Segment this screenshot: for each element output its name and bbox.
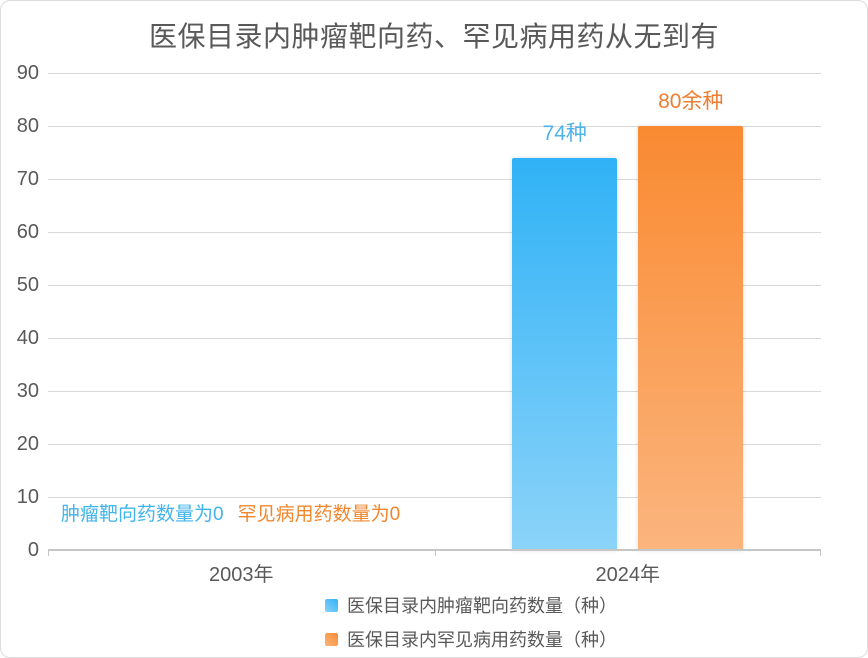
gridline-50: [48, 285, 821, 286]
x-axis-tick: [48, 550, 49, 556]
legend-item-2: 医保目录内罕见病用药数量（种）: [325, 626, 617, 652]
y-tick-label-90: 90: [16, 62, 39, 84]
chart-title: 医保目录内肿瘤靶向药、罕见病用药从无到有: [148, 21, 719, 52]
gridline-40: [48, 338, 821, 339]
gridline-30: [48, 391, 821, 392]
legend-swatch-icon: [325, 632, 338, 646]
y-tick-label-30: 30: [16, 380, 39, 402]
legend: 医保目录内肿瘤靶向药数量（种） 医保目录内罕见病用药数量（种）: [38, 592, 867, 652]
y-tick-label-80: 80: [16, 115, 39, 137]
plot-area: 0 10 20 30 40 50 60 70 80 90 74种 80余种 肿瘤靶向药数量为0 罕见病…: [17, 62, 821, 586]
y-tick-label-50: 50: [16, 274, 39, 296]
y-tick-label-0: 0: [27, 539, 39, 561]
bar-2024年-series2: [638, 126, 744, 550]
gridline-60: [48, 232, 821, 233]
legend-swatch-icon: [325, 598, 338, 612]
gridline-90: [48, 73, 821, 74]
gridline-80: [48, 126, 821, 127]
gridline-10: [48, 497, 821, 498]
y-tick-label-20: 20: [16, 433, 39, 455]
y-tick-label-60: 60: [16, 221, 39, 243]
x-tick-label-2003年: 2003年: [209, 564, 274, 586]
x-axis-tick: [434, 550, 436, 556]
gridline-20: [48, 444, 821, 445]
y-tick-label-10: 10: [16, 486, 39, 508]
zero-annotation-2: 罕见病用药数量为0: [237, 504, 401, 525]
zero-annotation-1: 肿瘤靶向药数量为0: [61, 504, 224, 525]
bar-value-label-series1: 74种: [542, 121, 587, 145]
legend-label: 医保目录内肿瘤靶向药数量（种）: [347, 596, 617, 616]
y-tick-label-70: 70: [16, 168, 39, 190]
x-tick-label-2024年: 2024年: [595, 564, 661, 586]
bar-value-label-series2: 80余种: [658, 90, 724, 113]
legend-label: 医保目录内罕见病用药数量（种）: [347, 630, 617, 650]
x-axis-tick: [820, 550, 821, 556]
legend-item-1: 医保目录内肿瘤靶向药数量（种）: [325, 592, 617, 618]
zero-annotations: 肿瘤靶向药数量为0 罕见病用药数量为0: [61, 499, 400, 526]
bar-2024年-series1: [512, 157, 618, 550]
y-axis-labels: 0 10 20 30 40 50 60 70 80 90: [1, 62, 39, 561]
gridline-70: [48, 179, 821, 180]
y-tick-label-40: 40: [16, 327, 39, 349]
